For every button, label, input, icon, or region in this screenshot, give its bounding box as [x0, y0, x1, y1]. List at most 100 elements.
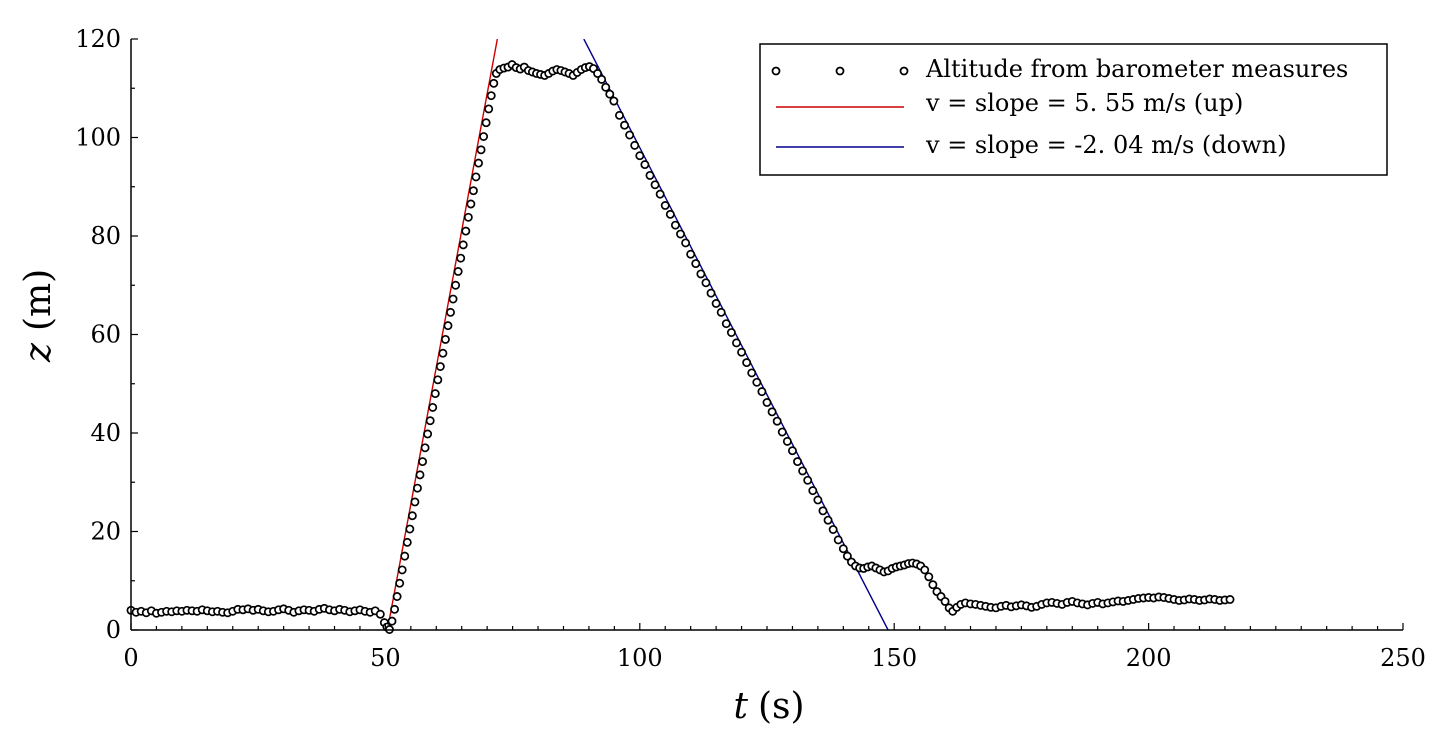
legend-box	[759, 43, 1388, 176]
fit-lines	[386, 39, 889, 630]
data-point	[1225, 595, 1235, 604]
data-point	[413, 483, 422, 493]
fit-line-down	[583, 39, 889, 630]
data-point	[777, 427, 787, 437]
x-tick-label: 250	[1380, 644, 1426, 672]
data-point	[655, 189, 665, 199]
data-point	[425, 416, 435, 426]
data-point	[601, 82, 611, 92]
data-point	[405, 524, 415, 534]
data-point	[448, 294, 458, 304]
legend-entry-up: v = slope = 5. 55 m/s (up)	[776, 89, 1243, 117]
data-point	[721, 319, 731, 329]
legend-entry-down: v = slope = -2. 04 m/s (down)	[776, 131, 1286, 159]
data-point	[400, 551, 410, 561]
data-point	[645, 170, 655, 180]
data-point	[670, 220, 680, 230]
legend-label-up: v = slope = 5. 55 m/s (up)	[925, 89, 1243, 117]
data-point	[762, 398, 772, 407]
data-point	[696, 269, 706, 279]
data-point	[440, 334, 450, 344]
data-point	[443, 321, 453, 331]
data-point	[782, 436, 792, 446]
legend-label-down: v = slope = -2. 04 m/s (down)	[925, 131, 1286, 159]
y-tick-label: 40	[90, 419, 121, 447]
data-point	[828, 525, 838, 534]
data-point	[772, 416, 782, 426]
x-axis-title-unit: (s)	[758, 686, 805, 727]
data-point	[468, 186, 478, 196]
data-point	[686, 249, 696, 259]
data-point	[716, 307, 726, 317]
data-point	[390, 604, 400, 614]
data-point	[435, 362, 445, 371]
data-point	[742, 358, 752, 368]
data-point	[433, 375, 443, 385]
data-point	[410, 497, 420, 507]
data-point	[823, 515, 833, 525]
data-point	[732, 338, 741, 348]
data-point	[481, 118, 491, 128]
data-point	[423, 429, 433, 439]
data-point	[798, 466, 808, 476]
data-point	[392, 592, 402, 601]
data-point	[630, 140, 640, 150]
data-point	[430, 389, 440, 399]
data-point	[842, 551, 852, 561]
data-point	[691, 259, 701, 269]
plot-area	[126, 39, 1235, 634]
y-axis-title: z (m)	[18, 269, 59, 363]
data-point	[402, 537, 412, 547]
legend-marker-circle	[771, 66, 781, 76]
data-point	[711, 299, 721, 308]
x-axis-title-var: t	[734, 686, 749, 727]
data-point	[757, 387, 767, 397]
data-point	[461, 226, 471, 236]
data-point	[640, 160, 650, 170]
data-point	[808, 486, 818, 496]
data-point	[463, 212, 473, 222]
data-point	[451, 280, 461, 290]
data-point	[486, 91, 496, 101]
data-point	[614, 110, 624, 120]
data-point	[453, 267, 463, 276]
legend-label-scatter: Altitude from barometer measures	[925, 55, 1348, 83]
data-point	[803, 475, 813, 485]
x-axis-title: t (s)	[734, 686, 805, 727]
data-point	[479, 132, 489, 141]
data-point	[484, 104, 494, 114]
data-point	[387, 616, 397, 626]
data-point	[625, 130, 635, 140]
x-tick-label: 150	[871, 644, 917, 672]
data-point	[665, 209, 675, 219]
x-tick-label: 50	[370, 644, 401, 672]
data-point	[818, 506, 828, 516]
data-point	[620, 120, 629, 130]
data-point	[726, 328, 736, 337]
data-point	[597, 74, 607, 84]
x-ticks: 0 50 100 150 200 250	[123, 623, 1426, 672]
legend-entry-scatter: Altitude from barometer measures	[771, 55, 1348, 83]
y-ticks: 0 20 40 60 80 100 120	[75, 25, 138, 644]
y-tick-label: 20	[90, 518, 121, 546]
data-point	[787, 446, 797, 456]
data-point	[456, 253, 466, 263]
data-point	[593, 69, 603, 78]
legend-marker-circle	[899, 66, 909, 76]
data-point	[418, 457, 427, 467]
data-point	[489, 78, 499, 88]
y-axis-title-var: z	[18, 342, 59, 363]
data-point	[428, 402, 438, 412]
data-point	[471, 172, 481, 182]
y-tick-label: 80	[90, 222, 121, 250]
data-point	[813, 495, 823, 505]
x-tick-label: 100	[617, 644, 663, 672]
data-points	[126, 60, 1235, 634]
y-tick-label: 60	[90, 321, 121, 349]
data-point	[605, 89, 615, 99]
legend-marker-circle	[835, 66, 845, 76]
data-point	[415, 470, 425, 480]
data-point	[681, 238, 691, 248]
data-point	[767, 407, 777, 417]
